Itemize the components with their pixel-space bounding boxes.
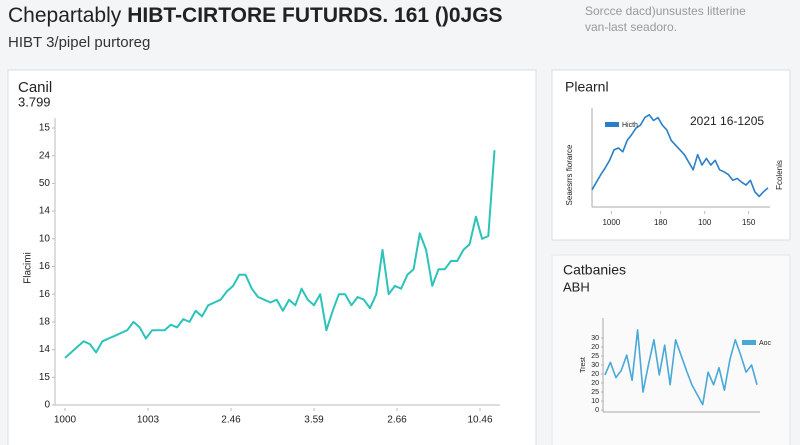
y-tick-label: 18 [39,317,51,328]
main-panel [7,69,537,445]
data-line [604,329,758,406]
legend-label: Aoc [759,340,772,347]
y-tick-label: 15 [39,372,51,383]
x-tick-label: 1000 [54,415,77,426]
data-line [64,150,496,359]
side-panel [551,69,791,241]
title-prefix: Chepartably [8,4,122,27]
note-line: Sorcce dacd)unsustes litterine [585,4,746,18]
title-main: HIBT-CIRTORE FUTURDS. 161 ()0JGS [127,4,503,27]
page-subtitle: HIBT 3/pipel purtoreg [8,34,151,51]
chart-title: Catbanies [563,262,626,278]
y-tick-label: 20 [591,344,599,351]
chart-subtitle: 3.799 [18,94,51,109]
y-tick-label: 10 [39,233,51,244]
page-title: Chepartably HIBT-CIRTORE FUTURDS. 161 ()0… [8,4,503,28]
y-axis-label: Trest [580,357,587,373]
y-tick-label: 30 [591,335,599,342]
note-line: van-last seadoro. [585,20,678,34]
y-tick-label: 16 [39,289,51,300]
source-note: Sorcce dacd)unsustes litterine van-last s… [585,3,746,35]
y-tick-label: 14 [39,206,51,217]
y-tick-label: 25 [591,389,599,396]
legend-swatch [742,340,756,345]
x-tick-label: 2.66 [387,415,407,426]
y-tick-label: 10 [591,398,599,405]
chart-subtitle: ABH [563,279,590,294]
annotation: 2021 16-1205 [690,114,764,128]
chart-title: Canil [18,79,52,96]
x-tick-label: 100 [698,218,712,227]
y-tick-label: 0 [595,407,599,414]
data-line [591,114,769,198]
x-tick-label: 2.46 [221,415,241,426]
chart-title: Plearnl [565,79,609,95]
y-tick-label: 16 [39,261,51,272]
y2-axis-label: Fcolenis [775,160,784,190]
y-tick-label: 15 [39,123,51,134]
x-tick-label: 1003 [137,415,160,426]
y-tick-label: 20 [591,380,599,387]
y-tick-label: 50 [39,178,51,189]
y-tick-label: 14 [39,344,51,355]
legend-label: Hicth [622,122,638,129]
y-axis-label: Seaesrrs fiorarce [565,144,574,205]
x-tick-label: 180 [654,218,668,227]
legend-swatch [605,122,619,127]
y-tick-label: 24 [39,150,51,161]
y-tick-label: 30 [591,362,599,369]
x-tick-label: 10.46 [467,415,492,426]
x-tick-label: 150 [742,218,756,227]
y-axis-label: Flacimi [23,252,34,284]
y-tick-label: 0 [44,400,50,411]
y-tick-label: 25 [591,353,599,360]
side-panel [551,254,791,445]
x-tick-label: 3.59 [304,415,324,426]
x-tick-label: 1000 [602,218,620,227]
y-tick-label: 20 [591,371,599,378]
